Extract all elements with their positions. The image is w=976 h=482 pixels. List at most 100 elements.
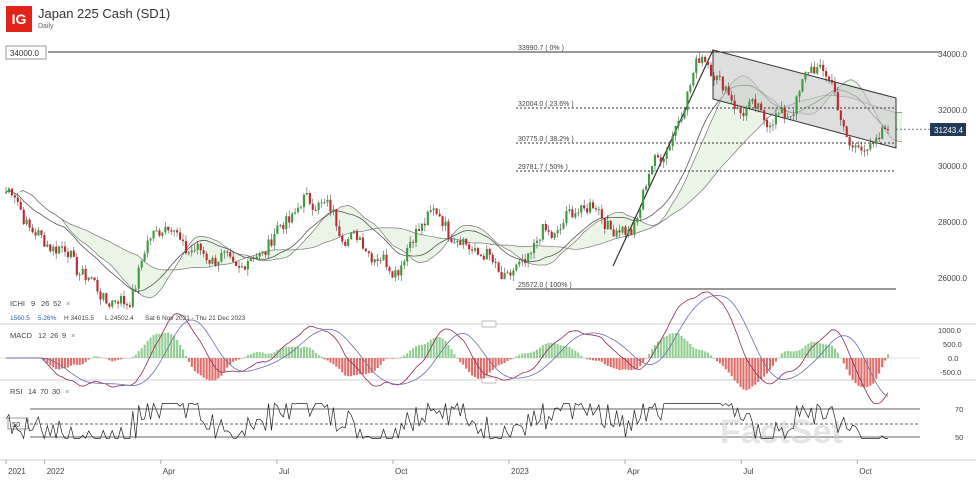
candle-body: [370, 253, 373, 263]
macd-histogram-bar: [609, 358, 612, 367]
macd-histogram-bar: [718, 358, 721, 364]
candle-body: [125, 304, 128, 306]
panel-resize-handle-2[interactable]: [481, 376, 497, 384]
candle-body: [828, 76, 831, 80]
macd-histogram-bar: [438, 337, 441, 358]
macd-histogram-bar: [754, 358, 757, 385]
macd-histogram-bar: [724, 358, 727, 370]
candle-body: [863, 150, 866, 152]
macd-histogram-bar: [182, 349, 185, 358]
rsi-close-icon[interactable]: ×: [65, 387, 69, 396]
candle-body: [66, 251, 69, 258]
macd-histogram-bar: [108, 358, 111, 361]
macd-histogram-bar: [574, 350, 577, 358]
level-box[interactable]: [5, 45, 47, 60]
candle-body: [229, 252, 232, 257]
candle-body: [479, 254, 482, 256]
macd-histogram-bar: [671, 333, 674, 358]
candle-body: [751, 99, 754, 102]
macd-histogram-bar: [409, 350, 412, 358]
macd-histogram-bar: [698, 349, 701, 358]
candle-body: [450, 238, 453, 243]
rsi-line: [5, 402, 888, 440]
candle-body: [568, 209, 571, 211]
candle-body: [155, 230, 158, 232]
macd-histogram-bar: [75, 358, 78, 365]
candle-body: [179, 232, 182, 240]
macd-histogram-bar: [111, 358, 114, 362]
macd-histogram-bar: [364, 358, 367, 375]
candle-body: [176, 230, 179, 233]
candle-body: [78, 274, 81, 276]
macd-histogram-bar: [503, 358, 506, 363]
candle-body: [146, 240, 149, 254]
candle-body: [887, 129, 890, 131]
macd-histogram-bar: [674, 333, 677, 358]
candle-body: [137, 267, 140, 289]
macd-histogram-bar: [314, 352, 317, 358]
macd-histogram-bar: [541, 345, 544, 358]
x-tick-label: Jul: [743, 467, 753, 476]
candle-body: [152, 230, 155, 239]
candle-body: [211, 257, 214, 264]
ichi-stat-pct: 5.26%: [38, 315, 57, 322]
macd-histogram-bar: [816, 342, 819, 358]
candle-body: [488, 248, 491, 255]
ichi-param-3: 52: [53, 299, 61, 308]
macd-histogram-bar: [683, 338, 686, 358]
candle-body: [128, 305, 131, 307]
current-price-tag: [930, 123, 966, 136]
macd-histogram-bar: [205, 358, 208, 380]
candle-body: [120, 296, 123, 304]
macd-histogram-bar: [485, 358, 488, 376]
candle-body: [232, 256, 235, 262]
macd-histogram-bar: [680, 336, 683, 358]
candle-body: [376, 259, 379, 261]
macd-histogram-bar: [152, 335, 155, 358]
candle-body: [438, 214, 441, 217]
current-price-label: 31243.4: [934, 126, 963, 135]
macd-histogram-bar: [155, 333, 158, 358]
ichi-label: ICHI: [10, 299, 25, 308]
macd-histogram-bar: [730, 358, 733, 377]
macd-histogram-bar: [589, 358, 592, 360]
candle-body: [308, 193, 311, 204]
macd-histogram-bar: [553, 343, 556, 358]
macd-close-icon[interactable]: ×: [71, 331, 75, 340]
candle-body: [527, 253, 530, 263]
macd-histogram-bar: [533, 351, 536, 358]
macd-histogram-bar: [167, 332, 170, 358]
candle-body: [804, 72, 807, 80]
candle-body: [170, 230, 173, 232]
candle-body: [839, 110, 842, 120]
macd-histogram-bar: [238, 358, 241, 360]
macd-histogram-bar: [246, 355, 249, 358]
macd-histogram-bar: [444, 341, 447, 358]
macd-histogram-bar: [397, 358, 400, 359]
candle-body: [692, 72, 695, 86]
candle-body: [435, 208, 438, 214]
macd-histogram-bar: [267, 353, 270, 358]
macd-histogram-bar: [217, 358, 220, 379]
candle-body: [530, 253, 533, 254]
ichi-param-2: 26: [41, 299, 49, 308]
macd-histogram-bar: [294, 346, 297, 358]
ig-logo: IG: [6, 6, 32, 32]
macd-histogram-bar: [518, 354, 521, 358]
candle-body: [131, 288, 134, 307]
candle-body: [462, 238, 465, 246]
macd-histogram-bar: [69, 358, 72, 366]
macd-param-3: 9: [62, 331, 66, 340]
candle-body: [665, 150, 668, 159]
candle-body: [851, 145, 854, 148]
panel-resize-handle-1[interactable]: [481, 320, 497, 328]
macd-param-1: 12: [38, 331, 46, 340]
macd-histogram-bar: [400, 357, 403, 358]
macd-histogram-bar: [468, 358, 471, 373]
candle-body: [854, 145, 857, 148]
candle-body: [541, 224, 544, 240]
macd-histogram-bar: [66, 358, 69, 368]
ichi-close-icon[interactable]: ×: [66, 299, 70, 308]
candle-body: [559, 228, 562, 231]
